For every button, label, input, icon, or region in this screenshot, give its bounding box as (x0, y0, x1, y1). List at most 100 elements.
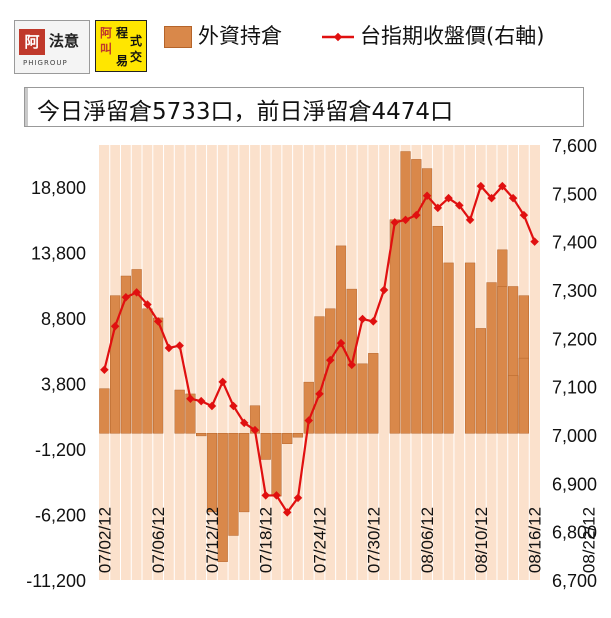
x-tick-label: 07/24/12 (311, 507, 330, 573)
bar (292, 433, 304, 438)
price-point (175, 341, 184, 350)
bar (475, 328, 486, 434)
price-point (444, 193, 453, 203)
left-tick-label: 13,800 (31, 243, 86, 263)
x-tick-label: 08/16/12 (526, 507, 545, 573)
right-tick-label: 7,000 (552, 426, 597, 446)
x-tick-label: 07/12/12 (203, 507, 222, 573)
price-point (207, 401, 217, 411)
price-point (293, 493, 303, 503)
bar (421, 168, 433, 434)
logo2-char: 式 (130, 34, 143, 48)
bar (464, 262, 476, 434)
price-point (347, 360, 357, 370)
bar (368, 353, 379, 434)
bar (99, 388, 110, 434)
right-tick-label: 7,600 (552, 136, 597, 156)
legend-bar-swatch (164, 26, 192, 48)
bar (443, 262, 454, 434)
bar (196, 433, 207, 437)
x-tick-label: 08/06/12 (418, 507, 437, 573)
bar (206, 433, 218, 513)
price-point (282, 508, 292, 517)
price-point (315, 389, 324, 399)
logo2-char: 叫 (100, 42, 113, 56)
bar (507, 375, 519, 434)
logo-subtitle: PHIGROUP (23, 59, 68, 67)
left-tick-label: -6,200 (35, 505, 86, 525)
price-point (358, 314, 367, 324)
price-point (110, 322, 120, 331)
price-point (379, 285, 389, 295)
logo2-char: 程 (116, 26, 129, 40)
bar (325, 308, 336, 434)
price-point (369, 317, 378, 326)
bar (174, 389, 185, 434)
bar (497, 286, 508, 434)
bar (411, 159, 422, 434)
price-point (261, 491, 270, 500)
bar (432, 225, 443, 434)
bar (389, 219, 400, 434)
bar (271, 433, 282, 497)
price-point (390, 218, 400, 227)
price-point (153, 317, 163, 326)
right-tick-label: 6,800 (552, 523, 597, 543)
logo2-char: 交 (130, 50, 143, 64)
phigroup-logo: 阿 法意 PHIGROUP (14, 20, 90, 74)
price-point (433, 203, 443, 213)
x-tick-label: 07/06/12 (149, 507, 168, 573)
right-tick-label: 6,900 (552, 474, 597, 494)
bar (314, 316, 325, 434)
bar (400, 151, 411, 434)
price-point (164, 343, 174, 353)
price-point (229, 401, 238, 411)
price-point (422, 191, 432, 200)
price-point (498, 181, 507, 191)
bar (217, 433, 228, 562)
right-tick-label: 7,100 (552, 378, 597, 398)
bar (282, 433, 293, 444)
x-tick-label: 07/30/12 (364, 507, 383, 573)
price-point (412, 210, 421, 220)
x-tick-label: 07/02/12 (95, 507, 114, 573)
logo-name: 法意 (49, 32, 80, 50)
right-tick-label: 7,300 (552, 281, 597, 301)
x-tick-label: 08/10/12 (472, 507, 491, 573)
price-point (455, 201, 464, 210)
left-tick-label: 18,800 (31, 178, 86, 198)
left-tick-label: 8,800 (41, 309, 86, 329)
price-point (186, 394, 195, 403)
x-tick-label: 07/18/12 (257, 507, 276, 573)
price-point (250, 425, 260, 435)
bar (518, 357, 529, 434)
right-tick-label: 7,500 (552, 184, 597, 204)
bar (486, 282, 497, 434)
bar (228, 433, 239, 536)
price-point (336, 338, 346, 348)
bar (131, 269, 142, 434)
price-point (100, 365, 109, 374)
x-tick-label: 08/22/12 (579, 507, 598, 573)
left-tick-label: -11,200 (26, 571, 86, 591)
logo-mark: 阿 (19, 29, 45, 55)
left-tick-label: -1,200 (35, 440, 86, 460)
price-point (196, 396, 206, 406)
bar (142, 308, 153, 434)
price-point (401, 215, 410, 225)
open-interest-banner: 今日淨留倉5733口，前日淨留倉4474口 (24, 87, 584, 127)
price-point (487, 193, 496, 203)
legend-item-bar: 外資持倉 (164, 20, 282, 50)
price-point (465, 215, 475, 225)
bar (239, 433, 250, 513)
left-tick-label: 3,800 (41, 374, 86, 394)
price-point (239, 418, 249, 428)
price-point (326, 355, 335, 365)
banner-text: 今日淨留倉5733口，前日淨留倉4474口 (37, 99, 454, 125)
bar (110, 295, 121, 434)
price-point (143, 300, 152, 309)
price-point (304, 416, 313, 425)
program-trading-logo: 阿 程 叫 式 易 交 (95, 20, 147, 72)
right-tick-label: 7,200 (552, 329, 597, 349)
